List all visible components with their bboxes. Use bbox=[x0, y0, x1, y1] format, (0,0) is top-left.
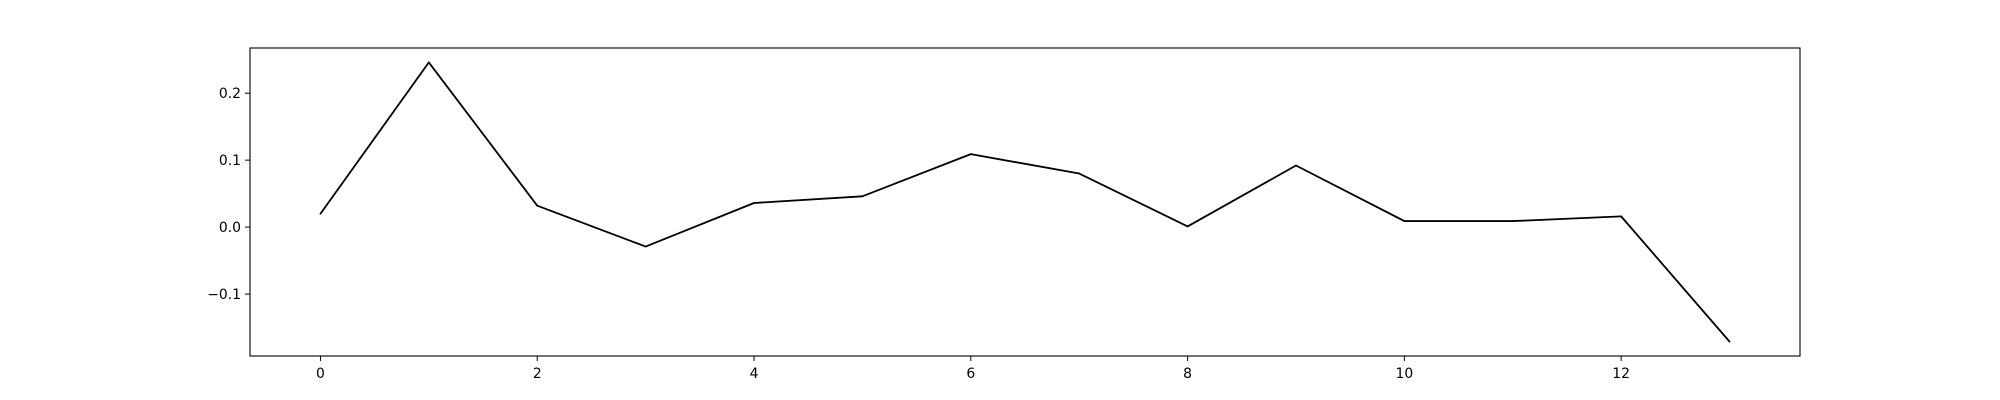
series-layer bbox=[319, 61, 1731, 343]
data-point bbox=[1511, 220, 1514, 222]
data-point bbox=[753, 202, 755, 204]
x-tick-label: 12 bbox=[1612, 366, 1630, 382]
data-point bbox=[644, 245, 647, 248]
x-tick-label: 2 bbox=[533, 366, 542, 382]
data-point bbox=[1186, 225, 1189, 228]
data-point bbox=[969, 153, 972, 156]
y-tick-label: −0.1 bbox=[207, 287, 241, 303]
y-tick-label: 0.1 bbox=[219, 153, 241, 169]
data-point bbox=[427, 61, 430, 64]
data-point bbox=[861, 195, 864, 198]
plot-area bbox=[250, 48, 1800, 356]
x-tick-label: 10 bbox=[1396, 366, 1414, 382]
x-axis: 0 2 4 6 8 10 12 bbox=[316, 356, 1630, 382]
data-point bbox=[1620, 215, 1623, 218]
y-tick-label: 0.0 bbox=[219, 220, 241, 236]
data-point bbox=[1078, 172, 1081, 175]
data-point bbox=[1403, 220, 1406, 222]
data-point bbox=[1728, 340, 1731, 343]
data-point bbox=[1295, 164, 1297, 167]
y-tick-label: 0.2 bbox=[219, 86, 241, 102]
x-tick-label: 4 bbox=[750, 366, 759, 382]
plot-frame bbox=[249, 47, 1801, 357]
x-tick-label: 6 bbox=[966, 366, 975, 382]
x-tick-label: 8 bbox=[1183, 366, 1192, 382]
series-line bbox=[319, 61, 1731, 343]
y-axis: −0.1 0.0 0.1 0.2 bbox=[207, 86, 250, 303]
data-point bbox=[319, 212, 322, 215]
x-tick-label: 0 bbox=[316, 366, 325, 382]
data-point bbox=[536, 204, 539, 207]
